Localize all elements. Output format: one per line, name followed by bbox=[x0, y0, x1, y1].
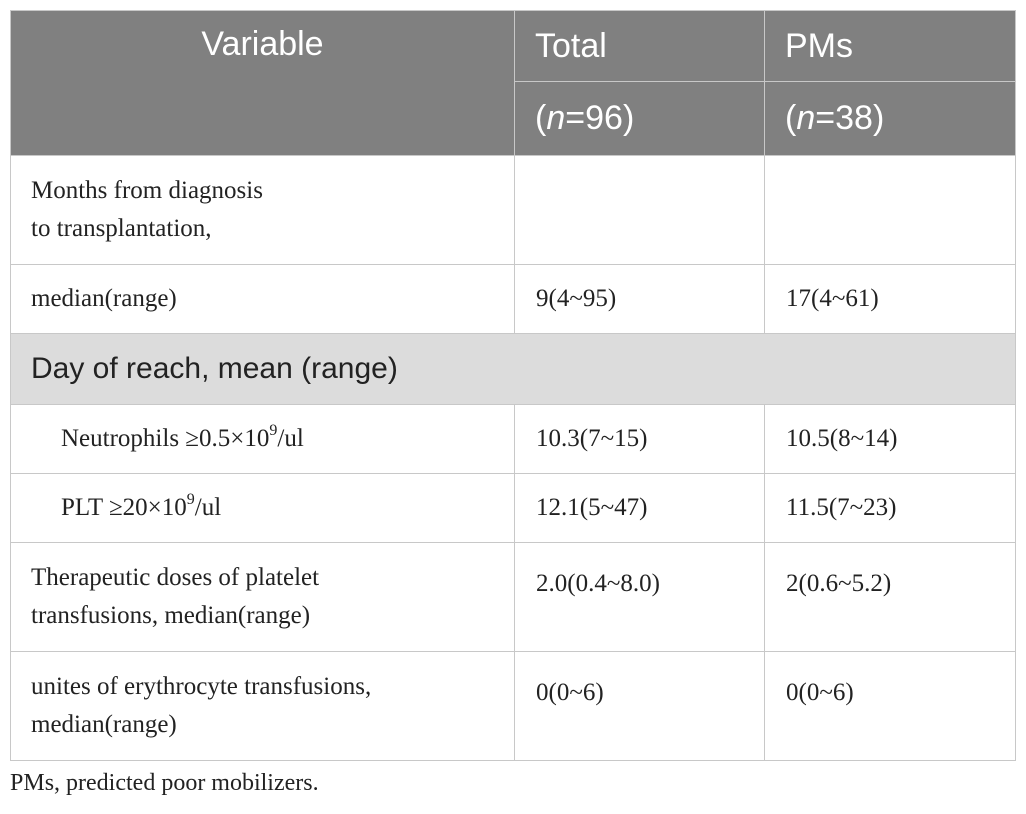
total-header: Total bbox=[514, 10, 765, 82]
platelet-pms-cell: 2(0.6~5.2) bbox=[764, 542, 1016, 652]
months-label-cell: Months from diagnosis to transplantation… bbox=[10, 155, 515, 265]
platelet-label-cell: Therapeutic doses of platelet transfusio… bbox=[10, 542, 515, 652]
table-row-erythrocyte-transfusions: unites of erythrocyte transfusions, medi… bbox=[10, 651, 1016, 761]
table-row-neutrophils: Neutrophils ≥0.5×109/ul 10.3(7~15) 10.5(… bbox=[10, 404, 1016, 474]
section-title: Day of reach, mean (range) bbox=[10, 333, 1016, 405]
median-total-cell: 9(4~95) bbox=[514, 264, 765, 334]
pms-header: PMs bbox=[764, 10, 1016, 82]
plt-pms-cell: 11.5(7~23) bbox=[764, 473, 1016, 543]
erythro-total-cell: 0(0~6) bbox=[514, 651, 765, 761]
plt-label-cell: PLT ≥20×109/ul bbox=[10, 473, 515, 543]
table-row-plt: PLT ≥20×109/ul 12.1(5~47) 11.5(7~23) bbox=[10, 473, 1016, 543]
months-pms-cell bbox=[764, 155, 1016, 265]
header-row-2: (n=96) (n=38) bbox=[11, 81, 1016, 156]
table-footnote: PMs, predicted poor mobilizers. bbox=[10, 770, 319, 796]
erythro-label-cell: unites of erythrocyte transfusions, medi… bbox=[10, 651, 515, 761]
variable-header: Variable bbox=[10, 10, 515, 156]
months-total-cell bbox=[514, 155, 765, 265]
erythro-pms-cell: 0(0~6) bbox=[764, 651, 1016, 761]
median-pms-cell: 17(4~61) bbox=[764, 264, 1016, 334]
table-row-median: median(range) 9(4~95) 17(4~61) bbox=[10, 264, 1016, 334]
plt-total-cell: 12.1(5~47) bbox=[514, 473, 765, 543]
header-row-1: Variable Total PMs bbox=[10, 10, 1016, 156]
section-row-day-of-reach: Day of reach, mean (range) bbox=[10, 333, 1016, 405]
platelet-total-cell: 2.0(0.4~8.0) bbox=[514, 542, 765, 652]
total-n-header: (n=96) bbox=[514, 81, 765, 156]
table-row-platelet-transfusions: Therapeutic doses of platelet transfusio… bbox=[10, 542, 1016, 652]
neutrophils-total-cell: 10.3(7~15) bbox=[514, 404, 765, 474]
median-label-cell: median(range) bbox=[10, 264, 515, 334]
data-table: Variable Total PMs (n=96) (n=38) Months … bbox=[10, 10, 1016, 761]
pms-n-header: (n=38) bbox=[764, 81, 1016, 156]
table-row-months: Months from diagnosis to transplantation… bbox=[10, 155, 1016, 265]
neutrophils-pms-cell: 10.5(8~14) bbox=[764, 404, 1016, 474]
neutrophils-label-cell: Neutrophils ≥0.5×109/ul bbox=[10, 404, 515, 474]
